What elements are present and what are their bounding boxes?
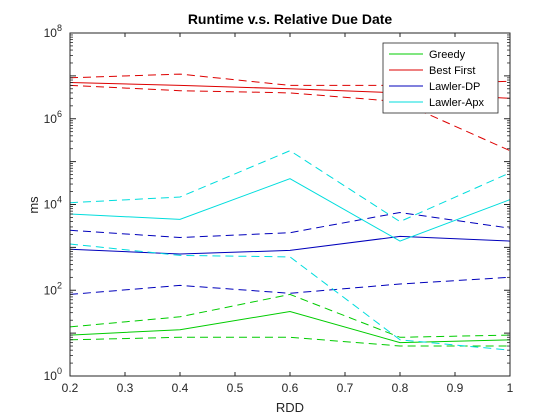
- x-tick-label: 1: [507, 381, 514, 395]
- x-tick-label: 0.9: [447, 381, 464, 395]
- series-line-greedy-lower: [69, 336, 510, 347]
- y-tick-label: 100: [44, 366, 62, 383]
- x-tick-label: 0.8: [392, 381, 409, 395]
- series-line-lawler-apx-mean: [69, 178, 511, 242]
- x-tick-label: 0.4: [172, 381, 189, 395]
- legend: Greedy Best First Lawler-DP Lawler-Apx: [382, 42, 499, 114]
- legend-entry-lawler-apx: Lawler-Apx: [429, 97, 485, 109]
- y-tick-label: 106: [44, 109, 62, 126]
- x-tick-label: 0.6: [282, 381, 299, 395]
- legend-entry-greedy: Greedy: [429, 49, 466, 61]
- x-tick-label: 0.7: [337, 381, 354, 395]
- series-line-lawler-dp-mean: [69, 235, 511, 255]
- series-line-greedy-upper: [69, 293, 511, 338]
- series-line-lawler-apx-lower: [69, 243, 511, 351]
- legend-box: [382, 42, 499, 114]
- y-tick-label: 104: [44, 195, 62, 212]
- y-axis: 100 102 104 106 108: [44, 23, 510, 383]
- legend-entry-best-first: Best First: [429, 65, 475, 77]
- legend-entry-lawler-dp: Lawler-DP: [429, 81, 480, 93]
- series-line-greedy-mean: [69, 310, 511, 344]
- series-line-lawler-dp-upper: [69, 211, 511, 239]
- series-line-best-first-lower: [69, 84, 511, 152]
- x-tick-label: 0.5: [227, 381, 244, 395]
- y-tick-label: 102: [44, 280, 62, 297]
- series-line-lawler-dp-lower: [69, 276, 511, 295]
- x-axis-label: RDD: [276, 400, 304, 415]
- chart-title: Runtime v.s. Relative Due Date: [188, 11, 393, 27]
- x-tick-label: 0.3: [117, 381, 134, 395]
- x-tick-label: 0.2: [62, 381, 79, 395]
- y-axis-label: ms: [26, 196, 41, 214]
- y-tick-label: 108: [44, 23, 62, 40]
